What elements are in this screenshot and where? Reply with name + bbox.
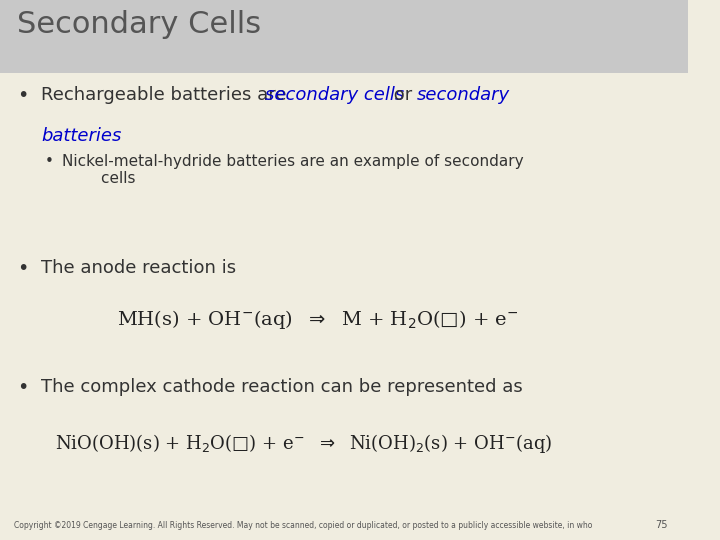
Text: •: • <box>45 154 53 169</box>
Text: Secondary Cells: Secondary Cells <box>17 10 261 39</box>
Text: secondary: secondary <box>417 86 510 104</box>
Text: NiO(OH)(s) + H$_2$O(□) + e$^{-}$  $\Rightarrow$  Ni(OH)$_2$(s) + OH$^{-}$(aq): NiO(OH)(s) + H$_2$O(□) + e$^{-}$ $\Right… <box>55 432 552 455</box>
Text: •: • <box>17 86 29 105</box>
Text: MH(s) + OH$^{-}$(aq)  $\Rightarrow$  M + H$_2$O(□) + e$^{-}$: MH(s) + OH$^{-}$(aq) $\Rightarrow$ M + H… <box>117 308 518 331</box>
Text: Nickel-metal-hydride batteries are an example of secondary
        cells: Nickel-metal-hydride batteries are an ex… <box>62 154 523 186</box>
FancyBboxPatch shape <box>0 0 688 73</box>
Text: 75: 75 <box>655 520 668 530</box>
Text: Rechargeable batteries are: Rechargeable batteries are <box>41 86 292 104</box>
Text: •: • <box>17 378 29 397</box>
Text: or: or <box>387 86 418 104</box>
Text: •: • <box>17 259 29 278</box>
Text: The complex cathode reaction can be represented as: The complex cathode reaction can be repr… <box>41 378 523 396</box>
Text: batteries: batteries <box>41 127 122 145</box>
Text: Copyright ©2019 Cengage Learning. All Rights Reserved. May not be scanned, copie: Copyright ©2019 Cengage Learning. All Ri… <box>14 521 592 530</box>
Text: secondary cells: secondary cells <box>265 86 405 104</box>
Text: The anode reaction is: The anode reaction is <box>41 259 236 277</box>
